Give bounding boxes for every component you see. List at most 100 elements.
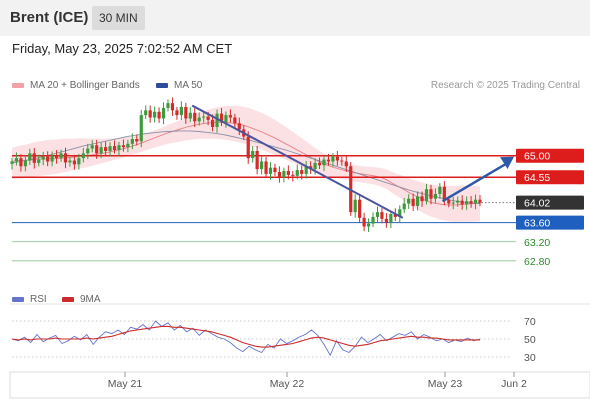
price-tag [516,148,584,163]
ma50-line [11,130,481,204]
candle-up [371,216,375,224]
time-tick-label: May 22 [270,378,305,390]
candle-down [157,111,161,119]
candles-layer [10,97,482,233]
candle-up [59,153,63,159]
candle-up [153,111,157,118]
legend-ma20: MA 20 + Bollinger Bands [12,80,140,91]
candle-down [228,115,232,118]
candle-down [420,196,424,202]
candle-up [14,158,19,162]
candle-up [465,201,469,205]
candle-down [121,145,126,148]
candle-up [322,159,326,166]
projection-arrow-shaft [441,161,509,203]
candle-down [72,160,76,165]
time-axis: May 21 May 22 May 23 Jun 2 [9,371,590,399]
candle-up [99,147,103,154]
legend-rsi: RSI [12,294,47,305]
ma50-swatch [156,82,168,88]
candle-up [260,161,264,170]
candle-up [202,116,206,118]
candle-down [317,162,322,166]
candle-up [416,196,420,206]
candle-down [380,212,384,219]
candle-up [126,143,130,148]
candle-down [246,136,250,159]
candle-up [224,115,228,123]
candle-up [304,166,308,174]
candle-up [407,198,411,204]
candle-down [358,199,362,218]
downtrend-line [191,104,404,219]
price-tag [516,195,584,210]
candle-up [215,113,219,128]
timeframe-button[interactable]: 30 MIN [92,6,145,30]
candle-up [161,107,166,119]
candle-down [340,160,344,162]
candle-down [344,161,348,167]
candle-down [277,171,282,178]
candle-down [19,158,23,167]
candle-down [46,156,50,162]
candle-down [32,153,36,163]
candle-down [184,106,188,119]
candle-up [81,153,85,159]
candle-down [447,199,451,204]
candle-up [10,161,14,164]
legend-rsi-label: RSI [30,294,47,305]
rsi-ma-line [11,325,480,348]
candle-up [402,203,406,210]
instrument-title: Brent (ICE) [10,9,89,26]
price-label: 64.02 [524,198,550,210]
legend-9ma: 9MA [62,294,101,305]
candle-up [166,103,170,108]
candle-up [197,117,201,122]
9ma-swatch [62,296,74,302]
chart-datetime: Friday, May 23, 2025 7:02:52 AM CET [12,41,233,56]
header-bar: Brent (ICE) 30 MIN [0,0,590,36]
candle-up [28,153,32,161]
bollinger-band [12,105,480,222]
candle-down [362,217,366,227]
candle-down [460,200,464,205]
candle-down [255,150,259,170]
candle-up [117,145,121,151]
candle-up [188,112,192,119]
candle-down [170,103,175,111]
candle-down [206,116,210,120]
candle-up [438,186,442,194]
candle-up [23,160,27,167]
candle-up [90,145,94,149]
candle-down [54,155,59,159]
candle-up [313,162,317,170]
candle-up [473,199,478,204]
candle-down [469,201,473,204]
candle-down [193,112,197,122]
candle-up [353,199,357,213]
candle-down [300,170,304,174]
candle-down [219,113,224,123]
candle-up [331,156,335,162]
candle-up [68,160,72,163]
rsi-tick-label: 70 [524,316,536,328]
candle-down [326,159,331,162]
candle-up [41,156,45,160]
candle-up [144,110,148,116]
bollinger-band-layer [12,105,480,222]
candle-down [393,214,397,217]
candle-down [411,198,415,206]
price-tag [516,170,584,185]
candle-down [175,110,179,116]
candle-up [179,106,183,116]
price-level-layer: 65.00 64.55 64.02 63.60 63.20 62.80 [12,148,584,268]
candle-up [86,148,90,154]
candle-up [282,171,286,178]
candle-up [37,159,41,163]
legend-ma20-label: MA 20 + Bollinger Bands [30,80,140,91]
price-label: 63.20 [524,237,550,249]
candle-up [451,202,455,204]
candle-down [104,147,108,151]
time-tick-label: May 21 [108,378,143,390]
